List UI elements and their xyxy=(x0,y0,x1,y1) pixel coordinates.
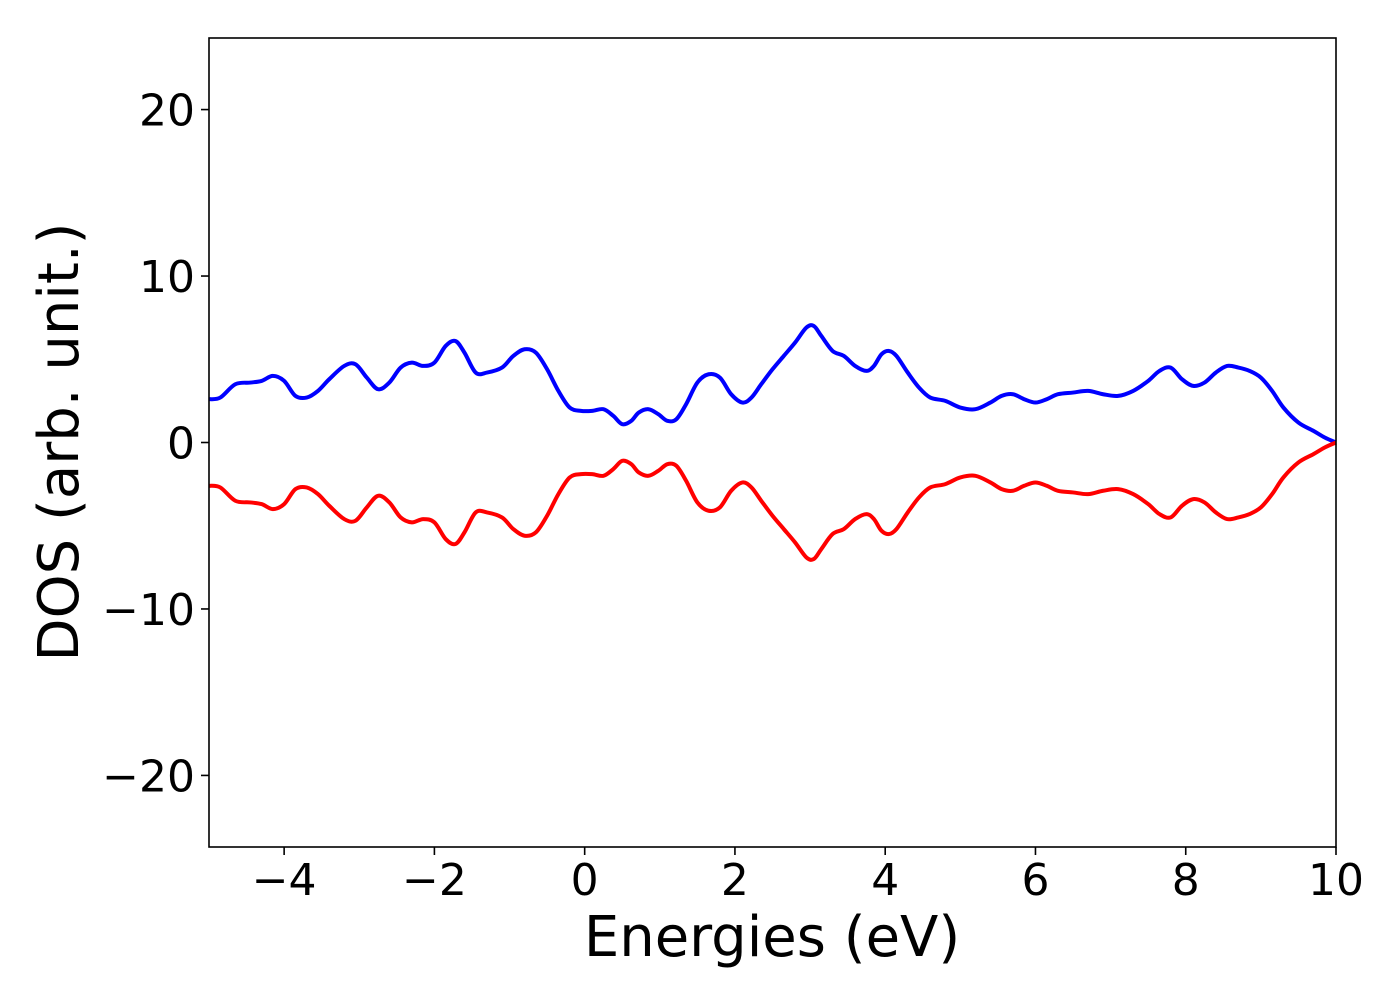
x-tick-label: 4 xyxy=(871,855,899,906)
series-layer xyxy=(208,323,1337,562)
y-axis: −20 −10 0 10 20 xyxy=(102,86,209,802)
x-tick-label: −2 xyxy=(402,855,467,906)
plot-frame xyxy=(208,37,1337,848)
x-tick-label: 0 xyxy=(571,855,599,906)
x-tick-label: 2 xyxy=(721,855,749,906)
x-tick-label: 10 xyxy=(1308,855,1364,906)
x-axis-label: Energies (eV) xyxy=(584,905,960,970)
series-line-red xyxy=(208,440,1337,562)
y-tick-label: 10 xyxy=(139,252,195,303)
y-tick-label: 20 xyxy=(139,86,195,137)
y-tick-label: −10 xyxy=(102,585,195,636)
x-axis: −4 −2 0 2 4 6 8 10 xyxy=(252,847,1364,906)
x-tick-label: 8 xyxy=(1172,855,1200,906)
x-tick-label: −4 xyxy=(252,855,317,906)
y-tick-label: −20 xyxy=(102,751,195,802)
y-axis-label: DOS (arb. unit.) xyxy=(27,222,92,661)
x-tick-label: 6 xyxy=(1021,855,1049,906)
y-tick-label: 0 xyxy=(167,419,195,470)
series-line-blue xyxy=(208,323,1337,445)
